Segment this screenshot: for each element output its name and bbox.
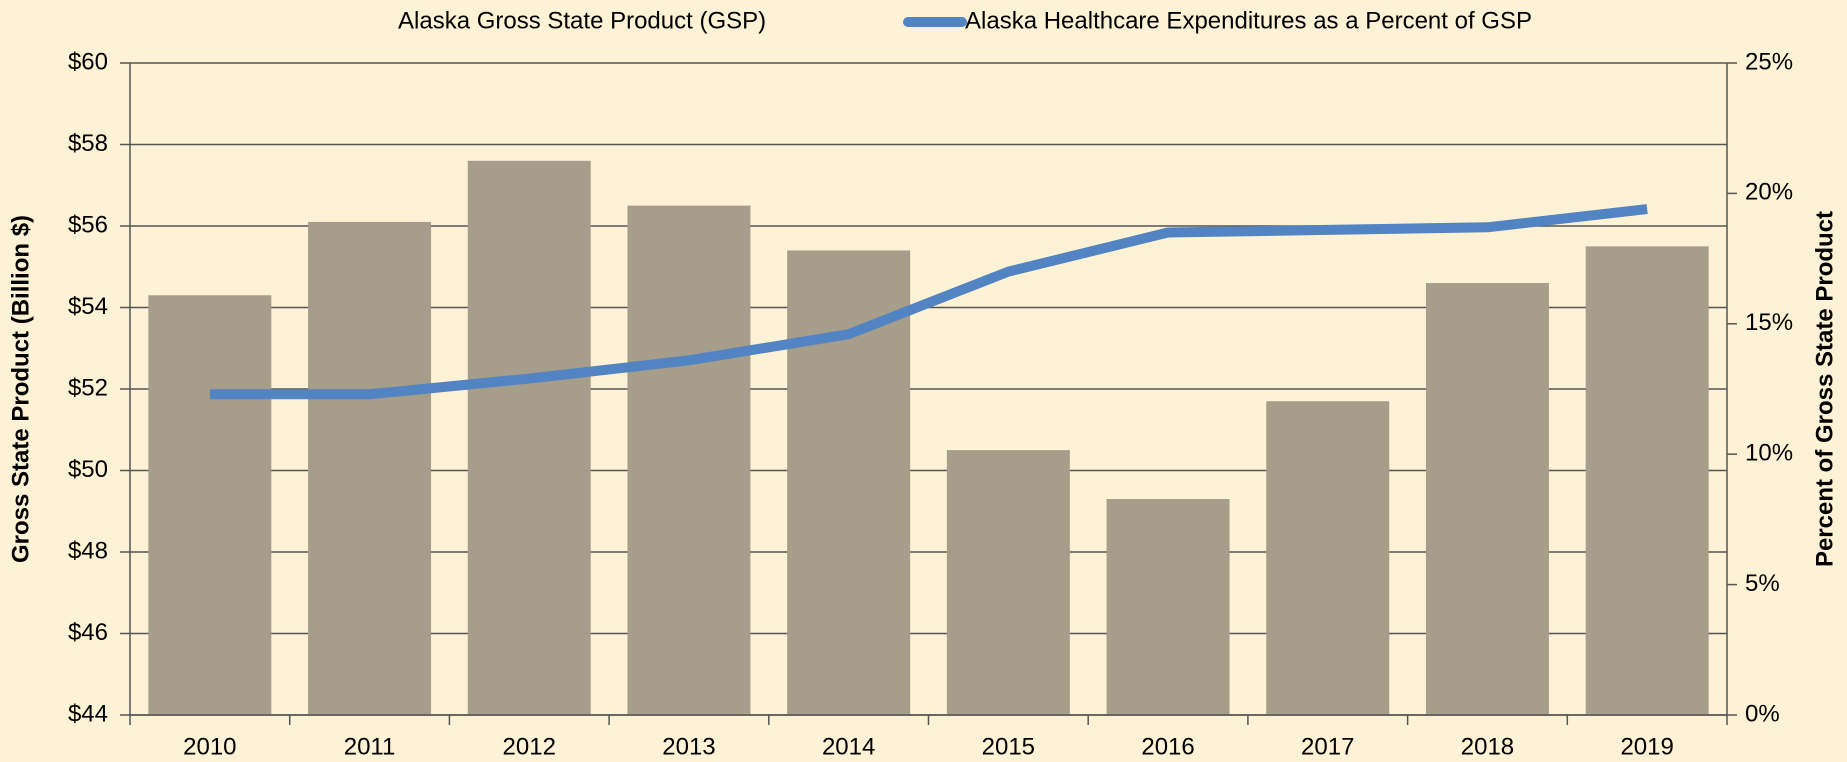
bar: [308, 221, 432, 716]
y-tick-label: $54: [68, 293, 108, 320]
x-tick-label: 2014: [822, 733, 875, 760]
y-tick-label: $60: [68, 48, 108, 75]
legend-label: Alaska Healthcare Expenditures as a Perc…: [965, 7, 1532, 34]
bar: [1106, 499, 1230, 715]
x-tick-label: 2018: [1461, 733, 1514, 760]
x-tick-label: 2015: [982, 733, 1035, 760]
y-axis-title: Gross State Product (Billion $): [7, 215, 34, 563]
x-tick-label: 2013: [662, 733, 715, 760]
x-tick-label: 2012: [503, 733, 556, 760]
y2-tick-label: 15%: [1745, 309, 1793, 336]
y2-tick-label: 20%: [1745, 179, 1793, 206]
y-tick-label: $44: [68, 700, 108, 727]
line: [209, 204, 1648, 400]
x-tick-label: 2011: [344, 733, 396, 760]
x-tick-label: 2016: [1141, 733, 1194, 760]
y2-axis-title: Percent of Gross State Product: [1811, 211, 1838, 567]
y2-tick-label: 0%: [1745, 700, 1780, 727]
bar: [1585, 246, 1709, 715]
bar: [627, 205, 751, 715]
bar: [787, 250, 911, 715]
y-tick-label: $58: [68, 130, 108, 157]
y-tick-label: $46: [68, 619, 108, 646]
x-tick-label: 2019: [1620, 733, 1673, 760]
x-tick-label: 2010: [183, 733, 236, 760]
y2-tick-label: 5%: [1745, 570, 1780, 597]
y-tick-label: $52: [68, 374, 108, 401]
y-tick-label: $56: [68, 211, 108, 238]
y2-tick-label: 25%: [1745, 48, 1793, 75]
y2-tick-label: 10%: [1745, 440, 1793, 467]
bar: [467, 160, 591, 716]
bar: [1266, 401, 1390, 715]
y-tick-label: $48: [68, 537, 108, 564]
bar: [148, 295, 272, 715]
bar: [946, 450, 1070, 715]
bar: [1425, 283, 1549, 715]
y-tick-label: $50: [68, 456, 108, 483]
legend-label: Alaska Gross State Product (GSP): [398, 7, 766, 34]
x-tick-label: 2017: [1301, 733, 1354, 760]
